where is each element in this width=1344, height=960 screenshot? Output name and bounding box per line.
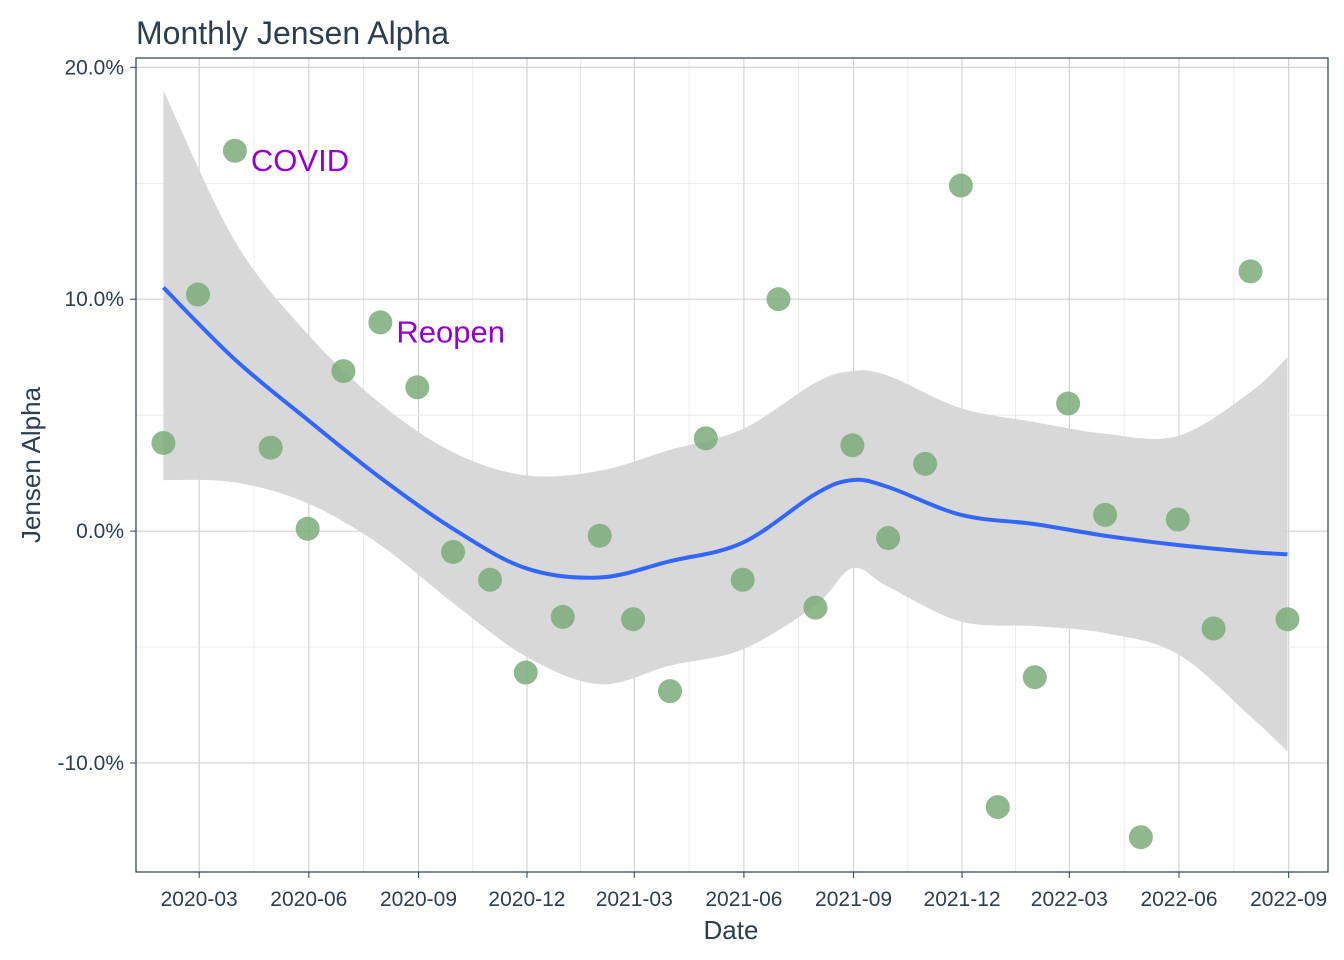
annotation-label: Reopen (396, 314, 505, 349)
data-point (1165, 507, 1190, 532)
y-axis-ticks: -10.0% 0.0% 10.0% 20.0% (57, 56, 136, 775)
x-tick-label: 2022-06 (1140, 888, 1217, 911)
data-point (1275, 607, 1300, 632)
trend-line (161, 286, 1288, 580)
data-point (295, 516, 320, 541)
data-point (913, 451, 938, 476)
panel-border (135, 57, 1329, 873)
x-tick-label: 2021-12 (924, 888, 1001, 911)
data-point (1022, 665, 1047, 690)
y-tick-label: -10.0% (57, 752, 124, 775)
data-point (222, 138, 247, 163)
x-tick-label: 2020-06 (270, 888, 347, 911)
data-point (693, 426, 718, 451)
x-tick-label: 2020-12 (488, 888, 565, 911)
confidence-band (163, 90, 1288, 752)
data-points (151, 138, 1300, 850)
data-point (331, 359, 356, 384)
x-tick-label: 2022-03 (1031, 888, 1108, 911)
y-tick-label: 0.0% (76, 520, 124, 543)
data-point (368, 310, 393, 335)
data-point (185, 282, 210, 307)
x-axis-ticks: 2020-03 2020-06 2020-09 2020-12 2021-03 2021-… (161, 872, 1327, 911)
data-point (948, 173, 973, 198)
data-point (1238, 259, 1263, 284)
chart-title: Monthly Jensen Alpha (136, 15, 449, 51)
x-tick-label: 2022-09 (1250, 888, 1327, 911)
data-point (1128, 825, 1153, 850)
x-tick-label: 2021-06 (705, 888, 782, 911)
data-point (658, 679, 683, 704)
data-point (258, 435, 283, 460)
data-point (840, 433, 865, 458)
data-point (1056, 391, 1081, 416)
data-point (550, 604, 575, 629)
annotations: COVID Reopen (251, 143, 505, 350)
data-point (587, 523, 612, 548)
x-tick-label: 2020-03 (161, 888, 238, 911)
y-tick-label: 10.0% (64, 288, 124, 311)
data-point (405, 375, 430, 400)
data-point (803, 595, 828, 620)
data-point (621, 607, 646, 632)
y-axis-title: Jensen Alpha (16, 386, 46, 543)
x-tick-label: 2021-03 (596, 888, 673, 911)
data-point (441, 539, 466, 564)
y-tick-label: 20.0% (64, 56, 124, 79)
annotation-label: COVID (251, 143, 349, 178)
x-tick-label: 2021-09 (815, 888, 892, 911)
x-tick-label: 2020-09 (380, 888, 457, 911)
x-axis-title: Date (704, 915, 759, 945)
data-point (1201, 616, 1226, 641)
data-point (151, 430, 176, 455)
data-point (766, 287, 791, 312)
data-point (876, 526, 901, 551)
data-point (1093, 502, 1118, 527)
data-point (730, 567, 755, 592)
data-point (478, 567, 503, 592)
data-point (513, 660, 538, 685)
data-point (985, 795, 1010, 820)
